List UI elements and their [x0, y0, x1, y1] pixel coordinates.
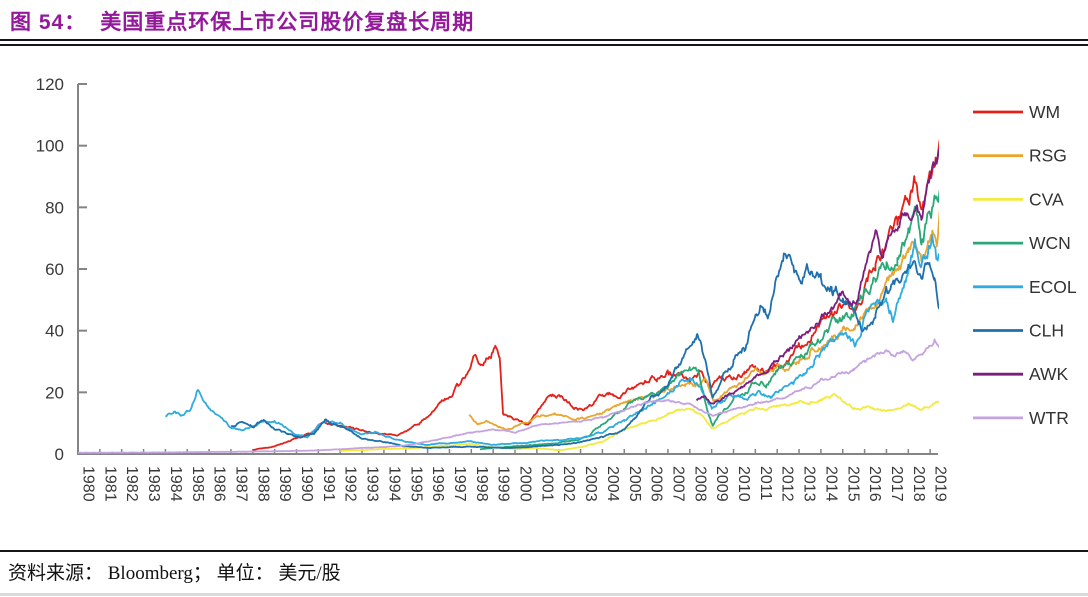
y-tick-label: 120 — [36, 75, 64, 94]
x-tick-label: 1992 — [342, 466, 359, 502]
legend-item-clh: CLH — [973, 321, 1064, 341]
x-tick-label: 1981 — [101, 466, 118, 502]
x-tick-label: 2016 — [866, 466, 883, 502]
x-tick-label: 1994 — [385, 466, 402, 502]
x-tick-label: 2003 — [582, 466, 599, 502]
x-tick-label: 2004 — [604, 466, 621, 502]
figure-number: 图 54： — [10, 11, 87, 34]
x-tick-label: 1997 — [451, 466, 468, 502]
y-tick-label: 0 — [55, 445, 64, 464]
legend-label: CVA — [1029, 189, 1064, 209]
y-tick-label: 20 — [45, 383, 64, 402]
y-tick-label: 80 — [45, 198, 64, 217]
legend-label: WTR — [1029, 408, 1069, 428]
legend-label: ECOL — [1029, 277, 1077, 297]
x-tick-label: 2008 — [691, 466, 708, 502]
legend-label: CLH — [1029, 321, 1064, 341]
axes — [77, 84, 938, 455]
x-tick-label: 1982 — [123, 466, 140, 502]
legend-label: WCN — [1029, 233, 1071, 253]
series-line-wtr — [78, 338, 939, 454]
x-tick-label: 1985 — [189, 466, 206, 502]
x-tick-label: 2010 — [735, 466, 752, 502]
x-tick-label: 1984 — [167, 466, 184, 502]
legend-item-rsg: RSG — [973, 146, 1067, 166]
x-tick-label: 1987 — [232, 466, 249, 502]
figure-title: 图 54： 美国重点环保上市公司股价复盘长周期 — [10, 6, 474, 36]
legend-label: RSG — [1029, 146, 1067, 166]
y-tick-label: 40 — [45, 322, 64, 341]
x-tick-label: 2005 — [626, 466, 643, 502]
x-tick-label: 1991 — [320, 466, 337, 502]
source-note: 资料来源： Bloomberg； 单位： 美元/股 — [8, 563, 341, 584]
legend-item-ecol: ECOL — [973, 277, 1077, 297]
x-tick-label: 2014 — [822, 466, 839, 502]
x-tick-label: 1988 — [254, 466, 271, 502]
legend-label: WM — [1029, 102, 1060, 122]
legend-item-wm: WM — [973, 102, 1060, 122]
page-bottom-rule — [0, 593, 1088, 596]
footer-rule — [0, 550, 1088, 552]
series-line-clh — [230, 252, 939, 449]
series-line-wcn — [479, 189, 939, 451]
legend-item-awk: AWK — [973, 364, 1069, 384]
x-tick-label: 2012 — [779, 466, 796, 502]
series-line-ecol — [165, 234, 939, 447]
x-tick-label: 1980 — [80, 466, 97, 502]
series-line-rsg — [468, 209, 939, 431]
title-double-rule — [0, 39, 1088, 46]
x-tick-label: 1983 — [145, 466, 162, 502]
x-tick-label: 2009 — [713, 466, 730, 502]
y-tick-label: 100 — [36, 137, 64, 156]
x-tick-label: 1998 — [473, 466, 490, 502]
series-line-awk — [695, 149, 939, 405]
x-tick-label: 1990 — [298, 466, 315, 502]
x-tick-label: 1989 — [276, 466, 293, 502]
x-tick-label: 1993 — [364, 466, 381, 502]
legend-item-wcn: WCN — [973, 233, 1071, 253]
x-tick-label: 1986 — [211, 466, 228, 502]
figure-title-text: 美国重点环保上市公司股价复盘长周期 — [100, 11, 475, 34]
legend-item-wtr: WTR — [973, 408, 1069, 428]
x-tick-label: 2007 — [669, 466, 686, 502]
series-line-wm — [252, 139, 939, 451]
x-tick-label: 2013 — [801, 466, 818, 502]
x-tick-label: 2002 — [560, 466, 577, 502]
legend-label: AWK — [1029, 364, 1069, 384]
x-tick-label: 2001 — [538, 466, 555, 502]
x-tick-label: 2011 — [757, 466, 774, 501]
x-tick-label: 2017 — [888, 466, 905, 502]
x-tick-label: 2006 — [648, 466, 665, 502]
x-tick-label: 1999 — [495, 466, 512, 502]
x-tick-label: 1996 — [429, 466, 446, 502]
x-tick-label: 1995 — [407, 466, 424, 502]
x-tick-label: 2019 — [932, 466, 949, 502]
x-tick-label: 2015 — [844, 466, 861, 502]
x-tick-label: 2018 — [910, 466, 927, 502]
legend-item-cva: CVA — [973, 189, 1064, 209]
stock-price-line-chart: 0 20 40 60 80 100 120 1980 1981 1982 1983 1984 1985 1… — [36, 75, 1077, 502]
y-tick-label: 60 — [45, 260, 64, 279]
x-tick-label: 2000 — [517, 466, 534, 502]
series-line-cva — [340, 393, 939, 452]
